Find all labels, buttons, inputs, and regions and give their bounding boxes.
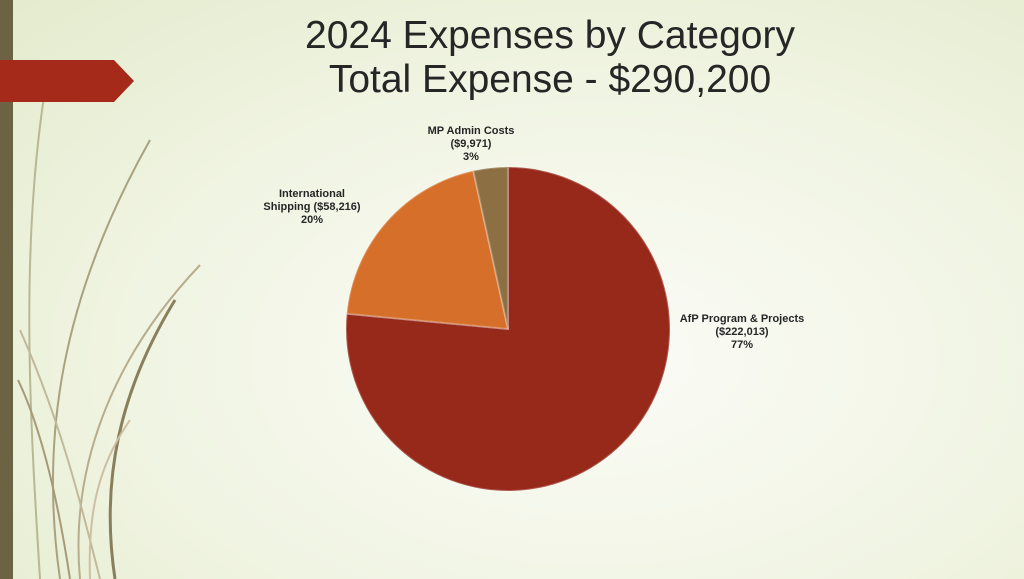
slice-label-1: International Shipping ($58,216) 20% [263, 188, 361, 226]
chart-title: 2024 Expenses by Category [305, 14, 795, 57]
left-accent-bar [0, 0, 13, 579]
pie-slice-1 [345, 169, 510, 331]
grass-decoration [17, 89, 201, 579]
chart-subtitle: Total Expense - $290,200 [328, 58, 772, 101]
pie-slice-0 [345, 165, 671, 492]
title-arrow-shape [0, 60, 134, 102]
slice-label-2: MP Admin Costs ($9,971) 3% [428, 125, 515, 163]
slice-label-0: AfP Program & Projects ($222,013) 77% [680, 313, 805, 351]
pie-slice-2 [472, 165, 509, 330]
